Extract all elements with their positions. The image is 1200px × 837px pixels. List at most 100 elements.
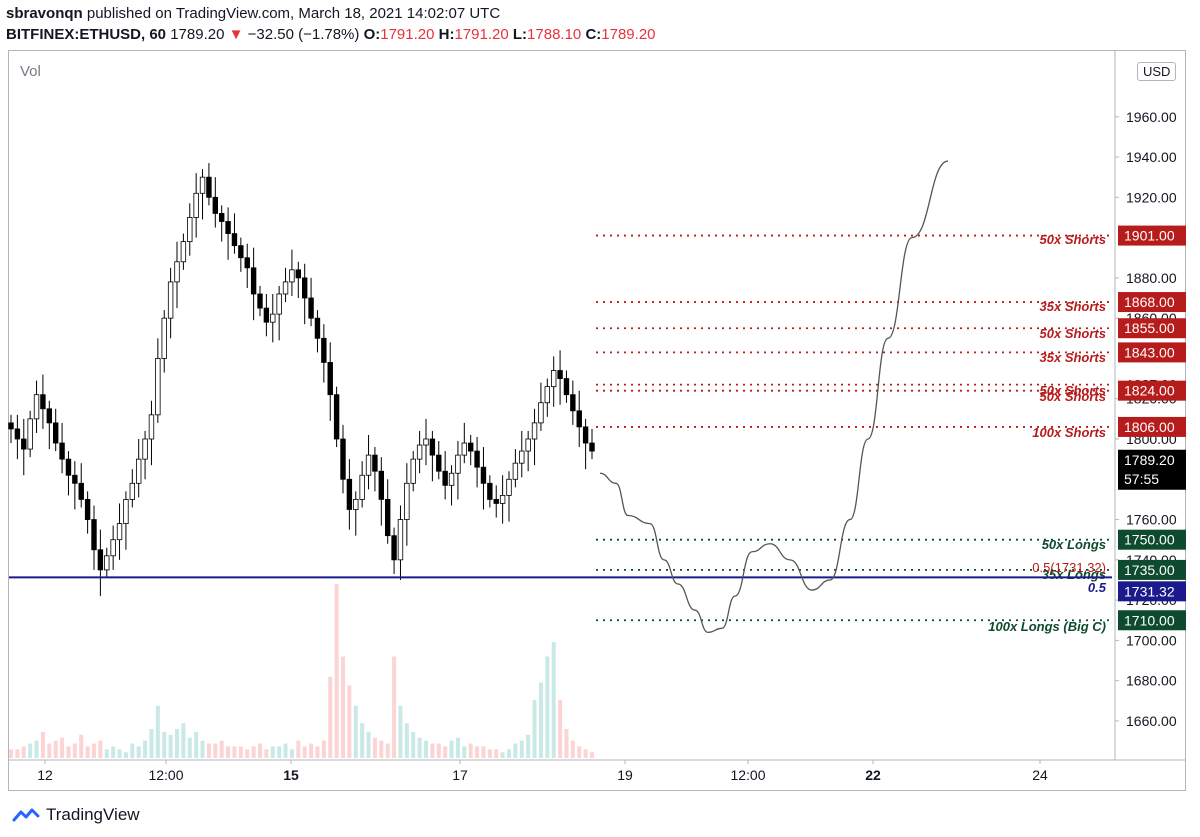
volume-bar — [455, 737, 460, 758]
candle-down — [40, 394, 46, 410]
volume-bar — [436, 743, 441, 758]
volume-bar — [104, 749, 109, 758]
price-badge-text: 1750.00 — [1124, 532, 1175, 548]
price-badge-text: 1855.00 — [1124, 320, 1175, 336]
x-tick-label: 24 — [1032, 767, 1048, 783]
candle-up — [193, 192, 199, 218]
y-tick-label: 1880.00 — [1126, 270, 1177, 286]
candle-up — [359, 474, 365, 500]
price-badge — [1118, 225, 1186, 246]
candle-up — [155, 358, 161, 416]
y-tick-label: 1700.00 — [1126, 632, 1177, 648]
candle-up — [550, 370, 557, 388]
volume-bar — [270, 746, 275, 758]
candle-down — [321, 337, 327, 363]
candle-down — [467, 442, 474, 452]
candle-down — [263, 307, 270, 323]
candle-down — [65, 458, 72, 476]
current-price-badge — [1118, 449, 1186, 490]
volume-bar — [130, 743, 135, 758]
candle-down — [212, 196, 219, 214]
tradingview-logo[interactable]: TradingView — [12, 805, 140, 825]
price-badge — [1118, 292, 1186, 313]
currency-button[interactable]: USD — [1137, 62, 1177, 81]
candle-up — [448, 472, 455, 486]
candle-down — [442, 470, 448, 486]
price-badge — [1118, 318, 1186, 339]
candle-down — [308, 297, 314, 319]
y-tick-label: 1680.00 — [1126, 673, 1177, 689]
candle-down — [576, 410, 582, 428]
volume-bar — [570, 740, 575, 758]
price-badge — [1118, 342, 1186, 363]
candle-down — [257, 293, 263, 309]
volume-bar — [392, 656, 397, 758]
candle-up — [499, 494, 506, 504]
volume-bar — [187, 737, 192, 758]
candle-down — [493, 499, 499, 504]
level-label: 50x Shorts — [1040, 389, 1106, 404]
candle-up — [538, 402, 544, 424]
volume-bar — [283, 743, 288, 758]
symbol-name[interactable]: BITFINEX:ETHUSD, 60 — [6, 26, 167, 43]
candle-up — [404, 482, 410, 520]
volume-bar — [462, 746, 467, 758]
candle-down — [84, 499, 91, 520]
volume-bar — [404, 723, 409, 758]
price-badge-text: 1843.00 — [1124, 344, 1175, 360]
price-badge — [1118, 559, 1186, 580]
volume-bar — [200, 740, 205, 758]
y-tick-label: 1660.00 — [1126, 713, 1177, 729]
volume-bar — [149, 729, 154, 758]
candle-down — [372, 454, 378, 472]
low-value: 1788.10 — [527, 26, 582, 43]
publisher-line: sbravonqn published on TradingView.com, … — [6, 5, 500, 22]
volume-bar — [481, 746, 486, 758]
open-value: 1791.20 — [380, 26, 435, 43]
down-arrow-icon: ▼ — [228, 26, 244, 43]
candle-up — [148, 414, 155, 440]
price-badge — [1118, 416, 1186, 437]
volume-bar — [379, 740, 384, 758]
price-badge-fib — [1118, 581, 1186, 602]
volume-bar — [155, 705, 160, 758]
volume-bar — [181, 723, 186, 758]
volume-bar — [366, 731, 371, 758]
price-badge-text: 1806.00 — [1124, 419, 1175, 435]
candle-down — [391, 535, 397, 561]
volume-bar — [302, 746, 307, 758]
volume-bar — [545, 656, 550, 758]
author-name[interactable]: sbravonqn — [6, 5, 83, 22]
candle-up — [455, 454, 461, 474]
x-tick-label: 17 — [452, 767, 468, 783]
volume-bar — [85, 746, 90, 758]
level-label: 50x Shorts — [1040, 326, 1106, 341]
volume-bar — [577, 746, 582, 758]
volume-bar — [289, 749, 294, 758]
candle-up — [289, 269, 295, 283]
candle-up — [104, 555, 110, 571]
volume-bar — [47, 743, 52, 758]
volume-bar — [538, 682, 543, 758]
volume-bar — [245, 749, 250, 758]
candle-down — [384, 499, 391, 537]
volume-bar — [143, 740, 148, 758]
volume-bar — [296, 740, 301, 758]
candle-down — [91, 519, 97, 551]
volume-bar — [334, 584, 339, 758]
price-badge-text: 1735.00 — [1124, 562, 1175, 578]
last-price: 1789.20 — [170, 26, 225, 43]
volume-bar — [277, 746, 282, 758]
candle-down — [487, 482, 493, 500]
candle-up — [512, 462, 519, 480]
volume-bar — [507, 749, 511, 758]
published-text: published on TradingView.com, March 18, … — [86, 5, 501, 22]
candle-down — [8, 422, 14, 430]
candle-down — [474, 450, 480, 468]
candle-up — [519, 450, 525, 464]
candle-down — [295, 269, 302, 279]
price-badge-text: 1710.00 — [1124, 612, 1175, 628]
volume-bar — [341, 656, 345, 758]
volume-bar — [28, 743, 33, 758]
